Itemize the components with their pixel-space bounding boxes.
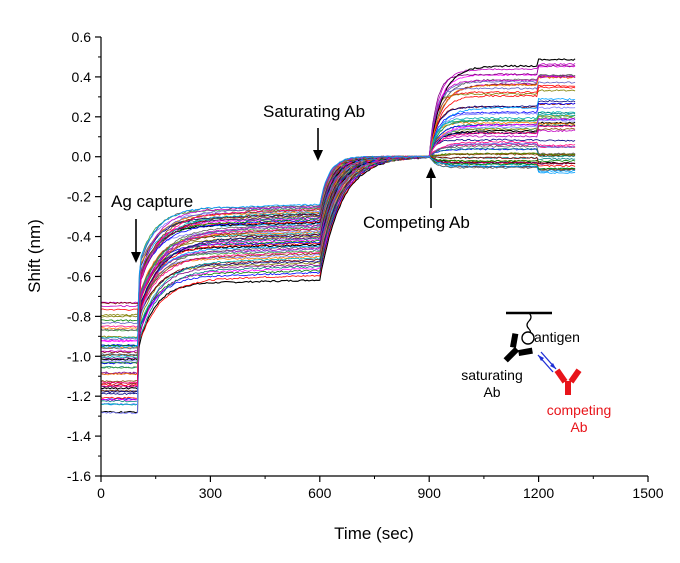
y-tick-label: 0.2 — [72, 109, 92, 125]
sensorgram-line — [100, 114, 576, 364]
x-tick-label: 1200 — [523, 485, 554, 501]
y-tick-label: 0.6 — [72, 29, 92, 45]
sensorgram-line — [100, 155, 576, 348]
x-axis-title: Time (sec) — [334, 524, 414, 543]
saturating-label-1: saturating — [461, 367, 522, 383]
saturating-label-2: Ab — [483, 384, 500, 400]
competing-label-1: competing — [547, 402, 612, 418]
y-tick-label: -0.4 — [67, 229, 91, 245]
sensorgram-line — [100, 129, 576, 313]
sensorgram-line — [100, 65, 576, 342]
sensorgram-line — [100, 74, 576, 360]
y-tick-label: -0.2 — [67, 189, 91, 205]
sensorgram-line — [100, 102, 576, 347]
y-axis-title: Shift (nm) — [25, 219, 44, 293]
binding-equilibrium-arrows-icon — [537, 351, 557, 373]
y-tick-label: -0.8 — [67, 308, 91, 324]
sensorgram-line — [100, 75, 576, 353]
x-tick-label: 1500 — [632, 485, 663, 501]
arrow-competing-head — [426, 167, 436, 178]
x-tick-label: 600 — [308, 485, 332, 501]
annotation-saturating-ab: Saturating Ab — [263, 102, 365, 121]
sensorgram-line — [100, 122, 576, 349]
sensorgram-line — [100, 124, 576, 388]
y-tick-label: -1.6 — [67, 468, 91, 484]
y-tick-label: -1.4 — [67, 428, 91, 444]
sensorgram-line — [100, 89, 576, 317]
x-tick-label: 900 — [418, 485, 442, 501]
arrow-saturating-head — [313, 150, 323, 161]
y-tick-label: -1.0 — [67, 348, 91, 364]
sensorgram-line — [100, 84, 576, 338]
binning-schematic: antigen saturating Ab competing Ab — [461, 311, 612, 435]
phase-annotations: Ag capture Saturating Ab Competing Ab — [111, 102, 470, 263]
axes: 0 300 600 900 1200 1500 -1.6 -1.4 -1.2 -1.0 -0.8 -0… — [67, 29, 664, 501]
annotation-competing-ab: Competing Ab — [363, 213, 470, 232]
sensorgram-line — [100, 138, 576, 388]
sensorgram-series — [100, 58, 576, 415]
saturating-antibody-icon — [503, 333, 533, 363]
competing-antibody-icon — [554, 368, 582, 395]
y-tick-label: 0.0 — [72, 149, 92, 165]
sensorgram-line — [100, 106, 576, 406]
sensorgram-line — [100, 145, 576, 350]
sensorgram-line — [100, 153, 576, 357]
y-tick-label: 0.4 — [72, 69, 92, 85]
sensorgram-line — [100, 140, 576, 384]
sensorgram-line — [100, 118, 576, 365]
sensorgram-line — [100, 155, 576, 354]
antigen-icon — [521, 331, 535, 345]
y-tick-label: -0.6 — [67, 268, 91, 284]
sensorgram-line — [100, 86, 576, 386]
annotation-ag-capture: Ag capture — [111, 192, 193, 211]
arrow-ag-capture-head — [131, 252, 141, 263]
antigen-label: antigen — [534, 329, 580, 345]
x-tick-label: 300 — [199, 485, 223, 501]
x-tick-label: 0 — [97, 485, 105, 501]
competing-label-2: Ab — [570, 419, 587, 435]
y-tick-label: -1.2 — [67, 388, 91, 404]
